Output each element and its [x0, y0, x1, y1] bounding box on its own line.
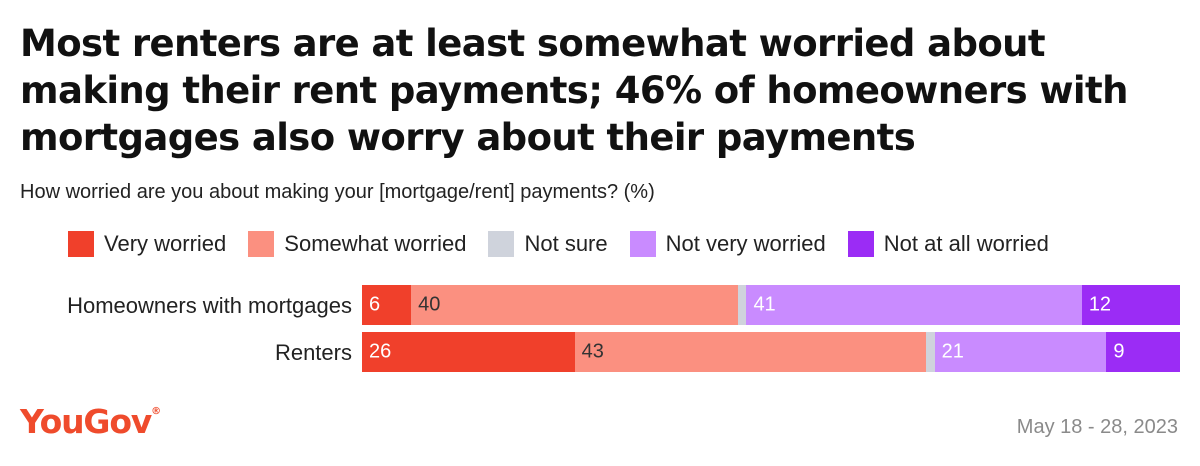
bar-segment-very-worried: 26 [362, 332, 575, 372]
yougov-logo: YouGov® [20, 402, 161, 441]
data-label: 43 [581, 340, 604, 363]
legend-label: Not very worried [665, 231, 826, 256]
legend-item-very-worried: Very worried [68, 231, 226, 257]
legend-label: Very worried [104, 231, 227, 256]
chart-subtitle: How worried are you about making your [m… [20, 181, 655, 203]
registered-mark-icon: ® [151, 406, 162, 417]
legend-item-not-sure: Not sure [488, 231, 608, 257]
bar-segment-not-at-all-worried: 12 [1081, 285, 1180, 325]
bar-segment-somewhat-worried: 43 [574, 332, 927, 372]
legend-swatch [488, 231, 515, 257]
logo-text: YouGov [20, 402, 152, 441]
legend-swatch [248, 231, 275, 257]
legend-item-not-very-worried: Not very worried [629, 231, 826, 257]
legend-label: Somewhat worried [284, 231, 467, 256]
bar-segment-not-sure [738, 285, 747, 325]
legend-item-somewhat-worried: Somewhat worried [248, 231, 466, 257]
legend-swatch [68, 231, 94, 257]
data-label: 26 [369, 340, 392, 363]
bar-row-homeowners-with-mortgages: 6 40 41 12 [362, 285, 1180, 325]
data-label: 41 [753, 293, 776, 316]
legend-item-not-at-all-worried: Not at all worried [847, 231, 1049, 257]
bar-row-renters: 26 43 21 9 [362, 332, 1180, 372]
bar-segment-not-very-worried: 21 [934, 332, 1107, 372]
data-label: 9 [1113, 340, 1125, 363]
bar-segment-not-sure [926, 332, 935, 372]
bar-segment-very-worried: 6 [362, 285, 412, 325]
data-label: 21 [941, 340, 964, 363]
legend-label: Not at all worried [883, 231, 1049, 256]
legend: Very worried Somewhat worried Not sure Not … [68, 231, 1071, 257]
category-label-renters: Renters [274, 340, 352, 365]
bar-segment-not-at-all-worried: 9 [1106, 332, 1180, 372]
bar-segment-somewhat-worried: 40 [411, 285, 739, 325]
chart-title: Most renters are at least somewhat worri… [20, 22, 1128, 159]
data-label: 6 [369, 293, 381, 316]
bar-segment-not-very-worried: 41 [746, 285, 1082, 325]
data-label: 12 [1088, 293, 1112, 316]
survey-date: May 18 - 28, 2023 [1016, 416, 1178, 438]
category-label-homeowners-with-mortgages: Homeowners with mortgages [67, 293, 352, 318]
legend-swatch [629, 231, 656, 257]
legend-label: Not sure [524, 231, 608, 256]
data-label: 40 [418, 293, 441, 316]
legend-swatch [847, 231, 874, 257]
